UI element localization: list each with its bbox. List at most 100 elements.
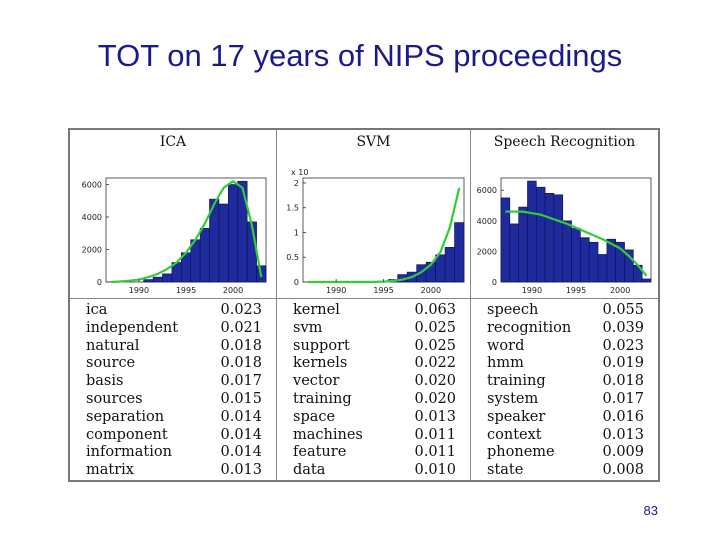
table-row: kernels 0.022 <box>277 355 470 373</box>
table-row: phoneme 0.009 <box>471 444 658 462</box>
topic-word: matrix <box>86 462 134 479</box>
word-probability: 0.011 <box>414 444 456 461</box>
table-row: basis 0.017 <box>70 373 276 391</box>
page-number: 83 <box>643 503 658 518</box>
chart-speech-recognition: 0 2000 4000 6000 1990 1995 2000 <box>477 177 652 295</box>
topic-word: system <box>487 390 539 407</box>
table-row: space 0.013 <box>277 409 470 427</box>
x-tick-label: 2000 <box>421 286 441 295</box>
slide-title: TOT on 17 years of NIPS proceedings <box>97 38 623 73</box>
topic-word: training <box>293 390 352 407</box>
table-row: support 0.025 <box>277 338 470 356</box>
topic-word: machines <box>293 426 363 443</box>
panel-divider <box>276 130 277 480</box>
histogram-bar <box>597 254 608 283</box>
word-probability: 0.023 <box>602 337 644 354</box>
table-row: independent 0.021 <box>70 320 276 338</box>
table-row: speaker 0.016 <box>471 409 658 427</box>
table-row: recognition 0.039 <box>471 320 658 338</box>
x-tick-label: 1990 <box>326 286 346 295</box>
table-row: kernel 0.063 <box>277 302 470 320</box>
word-probability: 0.063 <box>414 302 456 318</box>
word-probability: 0.039 <box>602 319 644 336</box>
histogram-bar <box>553 194 564 283</box>
table-row: feature 0.011 <box>277 444 470 462</box>
word-probability: 0.014 <box>220 426 262 443</box>
table-row: system 0.017 <box>471 391 658 409</box>
topic-word: word <box>487 337 525 354</box>
y-tick-label: 0 <box>294 278 299 287</box>
topic-word: support <box>293 337 350 354</box>
table-row: vector 0.020 <box>277 373 470 391</box>
topic-word: information <box>86 444 172 461</box>
word-probability: 0.013 <box>220 462 262 479</box>
topic-word: natural <box>86 337 140 354</box>
word-probability: 0.016 <box>602 408 644 425</box>
word-probability: 0.015 <box>220 390 262 407</box>
histogram-bar <box>454 222 465 283</box>
word-probability: 0.017 <box>220 373 262 390</box>
topic-panel-svm: SVM 0 0.5 1 1.5 2 1990 1995 2000 x 10 kernel 0.06… <box>277 130 470 480</box>
y-tick-label: 0.5 <box>286 253 299 262</box>
topic-word: basis <box>86 373 124 390</box>
topic-word: context <box>487 426 542 443</box>
word-probability: 0.009 <box>602 444 644 461</box>
y-tick-label: 1.5 <box>286 204 299 213</box>
y-tick-label: 2 <box>294 179 299 188</box>
y-tick-label: 4000 <box>477 217 497 226</box>
word-probability: 0.021 <box>220 319 262 336</box>
table-row: natural 0.018 <box>70 338 276 356</box>
topic-word: separation <box>86 408 165 425</box>
topic-word: vector <box>293 373 340 390</box>
histogram-bar <box>535 186 546 283</box>
topic-word: recognition <box>487 319 572 336</box>
x-tick-label: 1995 <box>566 286 586 295</box>
y-tick-label: 2000 <box>82 246 102 255</box>
histogram-bar <box>641 278 652 283</box>
fitted-curve <box>505 210 648 277</box>
histogram-bar <box>500 197 511 283</box>
chart-title-speech: Speech Recognition <box>493 134 636 150</box>
table-row: sources 0.015 <box>70 391 276 409</box>
y-tick-label: 4000 <box>82 213 102 222</box>
table-row: ica 0.023 <box>70 302 276 320</box>
topic-word: independent <box>86 319 179 336</box>
y-tick-label: 0 <box>97 278 102 287</box>
table-row: training 0.018 <box>471 373 658 391</box>
word-probability: 0.020 <box>414 390 456 407</box>
histogram-bar <box>571 228 581 283</box>
table-row: data 0.010 <box>277 462 470 480</box>
histogram-bar <box>562 220 572 283</box>
histogram-bar <box>509 223 519 283</box>
topic-word: source <box>86 355 136 372</box>
topic-word: feature <box>293 444 347 461</box>
x-tick-label: 2000 <box>223 286 243 295</box>
word-table-speech: speech 0.055 recognition 0.039 word 0.023 hmm 0… <box>471 302 658 480</box>
table-row: svm 0.025 <box>277 320 470 338</box>
panel-divider <box>470 130 471 480</box>
histogram-bar <box>588 241 599 283</box>
word-probability: 0.013 <box>414 408 456 425</box>
topic-word: component <box>86 426 168 443</box>
word-probability: 0.018 <box>220 355 262 372</box>
chart-title-svm: SVM <box>356 134 391 150</box>
word-probability: 0.014 <box>220 444 262 461</box>
x-tick-label: 2000 <box>610 286 630 295</box>
x-tick-label: 1990 <box>522 286 542 295</box>
y-tick-label: 6000 <box>82 181 102 190</box>
table-row: matrix 0.013 <box>70 462 276 480</box>
histogram-bar <box>435 254 446 283</box>
word-probability: 0.010 <box>414 462 456 479</box>
table-row: word 0.023 <box>471 338 658 356</box>
table-row: state 0.008 <box>471 462 658 480</box>
word-probability: 0.023 <box>220 302 262 318</box>
topic-word: space <box>293 408 336 425</box>
histogram-bar <box>218 203 229 283</box>
y-tick-label: 2000 <box>477 247 497 256</box>
chart-svm: 0 0.5 1 1.5 2 1990 1995 2000 x 10 <box>286 168 465 295</box>
word-probability: 0.017 <box>602 390 644 407</box>
table-divider <box>70 298 658 299</box>
y-tick-label: 6000 <box>477 186 497 195</box>
histogram-bar <box>444 247 455 283</box>
word-probability: 0.014 <box>220 408 262 425</box>
